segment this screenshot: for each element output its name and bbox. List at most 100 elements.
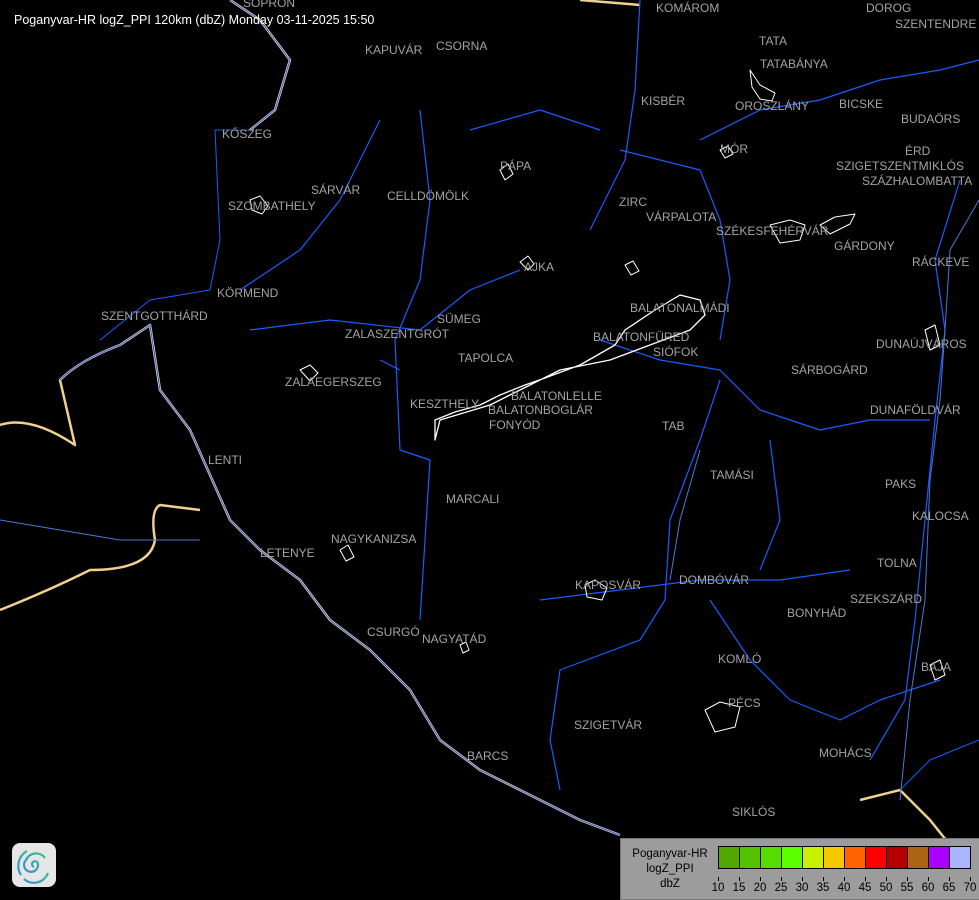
city-label: BUDAÖRS <box>901 112 961 126</box>
legend-tick-label: 30 <box>792 877 812 894</box>
lake-balaton <box>434 294 706 441</box>
city-label: SIKLÓS <box>732 805 776 819</box>
city-label: SZOMBATHELY <box>228 199 316 213</box>
legend-tick-label: 25 <box>771 877 791 894</box>
city-label: OROSZLÁNY <box>735 99 810 113</box>
city-label: DOMBÓVÁR <box>679 573 750 587</box>
city-label: PÉCS <box>728 696 761 710</box>
city-label: SZENTENDRE <box>895 17 977 31</box>
city-label: ZALAEGERSZEG <box>285 375 382 389</box>
city-label: BARCS <box>467 749 509 763</box>
city-label: BALATONLELLE <box>511 389 602 403</box>
city-label: DUNAÚJVÁROS <box>876 337 967 351</box>
legend-tick-label: 15 <box>729 877 749 894</box>
city-label: KAPOSVÁR <box>575 578 642 592</box>
city-label: KALOCSA <box>912 509 969 523</box>
city-label: BONYHÁD <box>787 606 847 620</box>
legend-tick-label: 20 <box>750 877 770 894</box>
city-label: TATA <box>759 34 787 48</box>
legend-tick-label: 60 <box>918 877 938 894</box>
city-label: SZÁZHALOMBATTA <box>862 174 973 188</box>
city-label: DUNAFÖLDVÁR <box>870 403 961 417</box>
legend-product-name: logZ_PPI <box>646 863 694 875</box>
swirl-logo-icon <box>17 850 50 884</box>
city-label: ZIRC <box>619 195 647 209</box>
city-label: NAGYKANIZSA <box>331 532 417 546</box>
city-label: KOMLÓ <box>718 652 762 666</box>
legend-tick-label: 65 <box>939 877 959 894</box>
legend-swatch <box>824 847 845 868</box>
legend-swatch <box>908 847 929 868</box>
legend-swatch <box>761 847 782 868</box>
city-label: LETENYE <box>260 546 315 560</box>
city-label: BALATONFÜRED <box>593 330 690 344</box>
city-label: TATABÁNYA <box>760 57 828 71</box>
city-label: KŐSZEG <box>222 127 273 141</box>
legend-swatch <box>929 847 950 868</box>
legend-swatch <box>803 847 824 868</box>
city-label: KAPUVÁR <box>365 43 423 57</box>
legend-ticks: 10 15 20 25 30 35 40 45 50 55 60 65 70 <box>708 877 979 898</box>
city-label: SZEKSZÁRD <box>850 592 923 606</box>
legend-swatch <box>782 847 803 868</box>
legend-tick-label: 45 <box>855 877 875 894</box>
legend-tick-label: 40 <box>834 877 854 894</box>
city-label: ZALASZENTGRÓT <box>345 327 450 341</box>
city-label: TAMÁSI <box>710 468 754 482</box>
legend-swatch <box>719 847 740 868</box>
city-label: TOLNA <box>877 556 917 570</box>
city-label: SÁRVÁR <box>311 183 361 197</box>
city-label: LENTI <box>208 453 243 467</box>
city-label: VÁRPALOTA <box>646 210 717 224</box>
legend-radar-name: Poganyvar-HR <box>632 848 708 860</box>
legend-swatch <box>866 847 887 868</box>
legend-tick-label: 35 <box>813 877 833 894</box>
city-label: FONYÓD <box>489 418 541 432</box>
city-label: AJKA <box>524 260 555 274</box>
city-label: SÁRBOGÁRD <box>791 363 868 377</box>
city-label: SZENTGOTTHÁRD <box>101 309 208 323</box>
legend-tick-label: 55 <box>897 877 917 894</box>
city-label: BAJA <box>921 660 952 674</box>
legend-swatch <box>887 847 908 868</box>
radar-product-title: Poganyvar-HR logZ_PPI 120km (dbZ) Monday… <box>14 13 375 27</box>
legend-unit: dbZ <box>660 878 680 890</box>
city-label: CELLDÖMÖLK <box>387 189 470 203</box>
city-label: KESZTHELY <box>410 397 480 411</box>
city-label: TAPOLCA <box>458 351 514 365</box>
city-label: CSURGÓ <box>367 625 420 639</box>
city-label: RÁCKEVE <box>912 255 970 269</box>
city-label: BICSKE <box>839 97 884 111</box>
city-label: GÁRDONY <box>834 239 895 253</box>
city-label: PAKS <box>885 477 917 491</box>
legend-swatches <box>718 846 971 869</box>
swirl-logo <box>12 843 56 887</box>
city-label: CSORNA <box>436 39 488 53</box>
city-label: KISBÉR <box>641 94 686 108</box>
city-label: KÖRMEND <box>217 286 279 300</box>
city-label: MARCALI <box>446 492 500 506</box>
city-label: MÓR <box>720 142 748 156</box>
city-label: MOHÁCS <box>819 746 872 760</box>
legend-tick-label: 10 <box>708 877 728 894</box>
river-lines <box>239 0 979 791</box>
legend-tick-label: 70 <box>960 877 979 894</box>
city-label: SOPRON <box>243 0 296 10</box>
city-label: NAGYATÁD <box>422 632 487 646</box>
city-label: DOROG <box>866 1 912 15</box>
settlement-outlines <box>249 69 946 733</box>
legend-swatch <box>845 847 866 868</box>
city-label: SZÉKESFEHÉRVÁR <box>716 224 829 238</box>
city-label: SIÓFOK <box>653 345 699 359</box>
color-scale-legend: Poganyvar-HR logZ_PPI dbZ 10 15 20 25 30 35 40… <box>620 838 979 900</box>
legend-swatch <box>950 847 970 868</box>
city-label: SZIGETSZENTMIKLÓS <box>836 159 965 173</box>
city-label: BALATONALMÁDI <box>630 301 730 315</box>
legend-tick-label: 50 <box>876 877 896 894</box>
legend-swatch <box>740 847 761 868</box>
city-label: TAB <box>662 419 685 433</box>
city-label: ÉRD <box>905 144 931 158</box>
city-label: SÜMEG <box>437 312 482 326</box>
city-label: BALATONBOGLÁR <box>488 403 593 417</box>
